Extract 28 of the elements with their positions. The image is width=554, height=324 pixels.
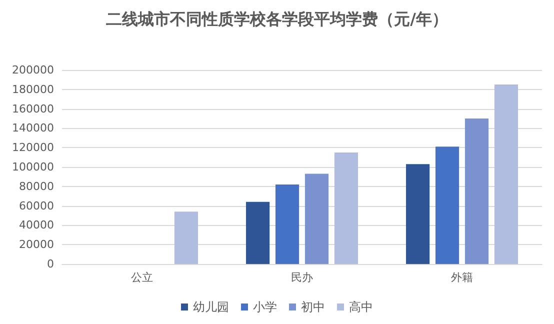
y-tick-label: 160000 <box>12 102 54 116</box>
x-tick-label: 公立 <box>131 271 153 284</box>
bar <box>435 146 460 264</box>
bar <box>174 212 198 264</box>
legend-label: 高中 <box>349 300 373 314</box>
bar <box>246 202 270 264</box>
bar <box>464 118 489 264</box>
legend-label: 初中 <box>301 300 325 314</box>
bar <box>304 174 329 264</box>
x-tick-label: 外籍 <box>451 271 473 284</box>
chart-title: 二线城市不同性质学校各学段平均学费（元/年） <box>106 10 448 28</box>
y-tick-label: 140000 <box>12 122 54 135</box>
bar <box>275 184 300 264</box>
y-tick-label: 180000 <box>12 82 54 96</box>
y-tick-label: 40000 <box>19 218 54 232</box>
y-tick-label: 60000 <box>19 199 54 212</box>
y-tick-label: 20000 <box>19 238 54 252</box>
y-tick-label: 80000 <box>19 180 54 193</box>
y-tick-label: 0 <box>47 258 54 270</box>
legend-label: 小学 <box>253 300 277 314</box>
y-tick-label: 120000 <box>12 141 54 154</box>
y-tick-label: 200000 <box>12 64 54 76</box>
bar <box>494 84 518 264</box>
y-tick-label: 100000 <box>12 160 54 174</box>
bar <box>406 164 430 264</box>
bar <box>334 152 358 264</box>
x-tick-label: 民办 <box>291 271 313 284</box>
legend-label: 幼儿园 <box>193 300 229 314</box>
